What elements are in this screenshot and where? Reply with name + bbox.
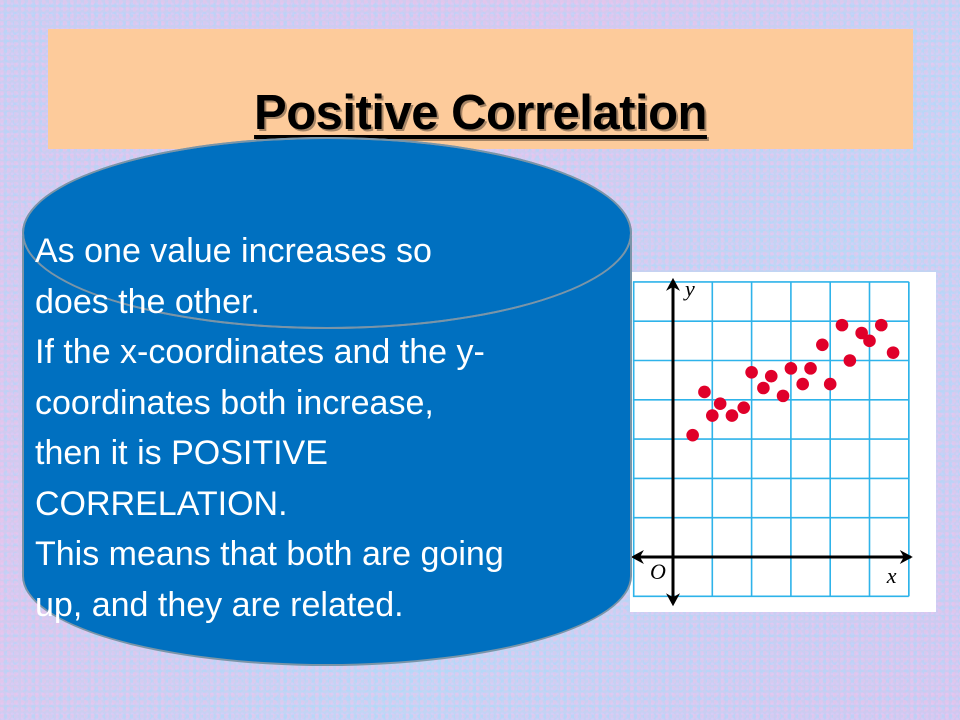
body-text: As one value increases so does the other… [35, 226, 635, 630]
body-line: up, and they are related. [35, 585, 404, 624]
body-line: If the x-coordinates and the y- [35, 333, 485, 371]
body-line: CORRELATION. [35, 484, 288, 523]
body-line: coordinates both increase, [35, 383, 434, 422]
body-line: This means that both are going [35, 535, 504, 573]
scatter-plot-svg: y x O [630, 276, 913, 607]
title-banner: Positive Correlation [48, 29, 913, 149]
body-line: then it is POSITIVE [35, 434, 328, 472]
svg-text:O: O [650, 559, 666, 584]
scatter-plot: y x O [630, 272, 936, 612]
svg-text:x: x [886, 563, 897, 588]
slide-title: Positive Correlation [254, 86, 707, 140]
body-line: does the other. [35, 282, 260, 321]
body-line: As one value increases so [35, 232, 432, 270]
svg-text:y: y [683, 276, 695, 301]
